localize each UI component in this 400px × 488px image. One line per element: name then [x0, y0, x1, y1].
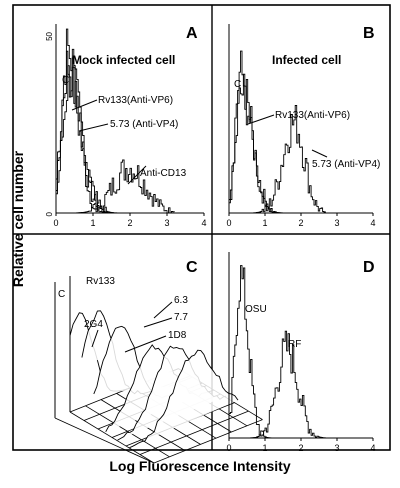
panel-label-c: C [186, 259, 198, 276]
panel-b-arrow-rv133 [247, 114, 275, 125]
xtick-label-4: 4 [370, 218, 375, 228]
x-axis-label: Log Fluorescence Intensity [109, 458, 291, 474]
xtick-label-3: 3 [164, 218, 169, 228]
panel-a-xticks: 0 1 2 3 4 [53, 213, 207, 228]
panel-a-title: Mock infected cell [72, 53, 175, 67]
panel-c-arrow-77 [143, 317, 173, 328]
panel-c-label-rv133: Rv133 [86, 276, 115, 287]
histogram-rv133-anti-vp6- [56, 50, 175, 214]
panel-d-label-osu: OSU [245, 304, 267, 315]
histogram-osu [229, 265, 333, 439]
panel-d-histograms [229, 265, 333, 439]
panel-a-ytick-bottom: 0 [45, 211, 54, 216]
histogram-anti-cd13 [56, 159, 175, 214]
panel-c-arrow-2g4 [91, 329, 99, 348]
stacked-histogram-1d8 [129, 349, 239, 449]
panel-a-arrow-573 [78, 123, 109, 132]
panel-d-xticks: 0 1 2 3 4 [226, 438, 376, 453]
floor-grid-row [139, 410, 249, 455]
floor-grid-col [69, 411, 155, 464]
panel-a-arrow-cd13 [127, 165, 147, 185]
xtick-label-3: 3 [334, 218, 339, 228]
panel-c-label-77: 7.7 [174, 312, 188, 323]
xtick-label-4: 4 [201, 218, 206, 228]
panel-c-stacked-histograms [69, 310, 239, 449]
panel-b-label-573: 5.73 (Anti-VP4) [312, 159, 380, 170]
panel-a-label-cd13: Anti-CD13 [140, 168, 187, 179]
panel-a-label-c: C [62, 75, 69, 86]
panel-a-label-573: 5.73 (Anti-VP4) [110, 119, 178, 130]
xtick-label-2: 2 [298, 443, 303, 453]
histogram-5-73-anti-vp4- [229, 105, 326, 214]
panel-a-ytick-top: 50 [45, 31, 54, 40]
histogram-5-73-anti-vp4- [56, 65, 175, 214]
xtick-label-0: 0 [53, 218, 58, 228]
histogram-rf [229, 330, 333, 439]
xtick-label-1: 1 [262, 443, 267, 453]
floor-front-edge [54, 417, 155, 464]
xtick-label-1: 1 [262, 218, 267, 228]
panel-c-back-walls [54, 276, 71, 418]
xtick-label-1: 1 [90, 218, 95, 228]
panel-b-xticks: 0 1 2 3 4 [226, 213, 376, 228]
panel-label-b: B [363, 25, 375, 42]
panel-a-arrow-rv133 [71, 99, 98, 111]
panel-c-arrow-63 [153, 301, 173, 319]
panel-c-arrow-1d8 [124, 335, 167, 353]
panel-b-label-rv133: Rv133(Anti-VP6) [275, 110, 350, 121]
xtick-label-3: 3 [334, 443, 339, 453]
panel-label-a: A [186, 25, 198, 42]
panel-b-histograms [229, 50, 326, 214]
panel-d-label-rf: RF [288, 339, 301, 350]
panel-c-label-63: 6.3 [174, 295, 188, 306]
panel-a-label-rv133: Rv133(Anti-VP6) [98, 95, 173, 106]
xtick-label-4: 4 [370, 443, 375, 453]
histogram-rv133-anti-vp6- [229, 73, 326, 214]
panel-label-d: D [363, 259, 375, 276]
floor-grid-row [153, 419, 263, 464]
figure-frame [12, 4, 391, 451]
panel-c-label-2g4: 2G4 [84, 319, 103, 330]
panel-b-label-c: C [234, 79, 241, 90]
xtick-label-2: 2 [298, 218, 303, 228]
panel-b-title: Infected cell [272, 53, 341, 67]
xtick-label-2: 2 [127, 218, 132, 228]
panel-c-label-c: C [58, 289, 65, 300]
xtick-label-0: 0 [226, 443, 231, 453]
panel-c-label-1d8: 1D8 [168, 330, 187, 341]
y-axis-label: Relative cell number [10, 150, 26, 288]
floor-grid-col [85, 405, 170, 458]
xtick-label-0: 0 [226, 218, 231, 228]
panel-a-histograms [56, 28, 175, 214]
panel-b-arrow-573 [311, 149, 328, 158]
